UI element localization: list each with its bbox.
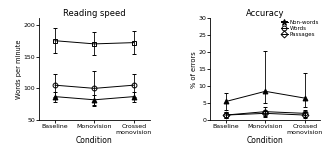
X-axis label: Condition: Condition <box>76 136 113 146</box>
Title: Accuracy: Accuracy <box>246 9 284 18</box>
Y-axis label: % of errors: % of errors <box>191 51 197 88</box>
Y-axis label: Words per minute: Words per minute <box>16 40 22 99</box>
Title: Reading speed: Reading speed <box>63 9 126 18</box>
X-axis label: Condition: Condition <box>247 136 284 146</box>
Legend: Non-words, Words, Passages: Non-words, Words, Passages <box>281 19 320 38</box>
